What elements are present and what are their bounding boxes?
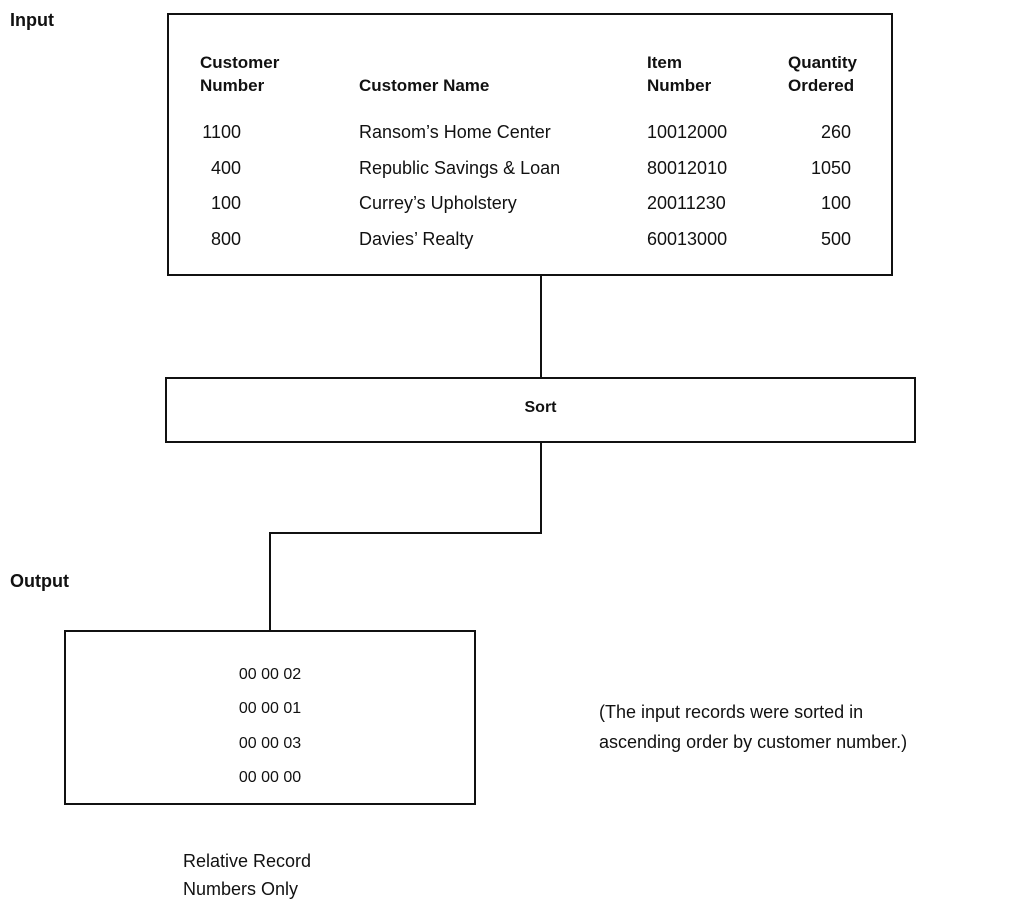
output-caption: Relative Record Numbers Only <box>183 851 312 899</box>
output-record-1: 00 00 01 <box>238 700 302 717</box>
row-2-item-number: 20011230 <box>647 193 726 213</box>
input-records-box: Customer Number Customer Name Item Numbe… <box>167 13 893 276</box>
row-1-customer-number: 400 <box>210 158 241 178</box>
sort-note: (The input records were sorted in ascend… <box>599 702 908 752</box>
row-3-customer-number: 800 <box>210 229 241 249</box>
row-3-item-number: 60013000 <box>647 229 728 249</box>
header-item-number: Item Number <box>647 53 712 95</box>
input-label: Input <box>10 10 54 30</box>
header-customer-name: Customer Name <box>359 76 490 95</box>
output-record-0: 00 00 02 <box>238 666 302 683</box>
output-record-3: 00 00 00 <box>238 769 302 786</box>
output-records-box: 00 00 02 00 00 01 00 00 03 00 00 00 <box>64 630 476 805</box>
header-quantity-ordered: Quantity Ordered <box>788 53 857 95</box>
row-0-customer-name: Ransom’s Home Center <box>359 122 551 142</box>
row-0-item-number: 10012000 <box>647 122 728 142</box>
row-3-quantity: 500 <box>820 229 851 249</box>
row-2-customer-name: Currey’s Upholstery <box>359 193 517 213</box>
row-3-customer-name: Davies’ Realty <box>359 229 474 249</box>
row-1-item-number: 80012010 <box>647 158 728 178</box>
row-2-customer-number: 100 <box>210 193 241 213</box>
connector-to-output <box>269 532 271 631</box>
sort-box: Sort <box>165 377 916 443</box>
row-1-customer-name: Republic Savings & Loan <box>359 158 561 178</box>
connector-horizontal <box>269 532 542 534</box>
output-record-2: 00 00 03 <box>238 735 302 752</box>
row-2-quantity: 100 <box>820 193 851 213</box>
output-label: Output <box>10 571 69 591</box>
connector-sort-down <box>540 443 542 534</box>
row-1-quantity: 1050 <box>810 158 851 178</box>
header-customer-number: Customer Number <box>200 53 280 95</box>
row-0-customer-number: 1100 <box>202 122 241 142</box>
sort-label: Sort <box>524 399 557 416</box>
connector-input-sort <box>540 276 542 378</box>
row-0-quantity: 260 <box>820 122 851 142</box>
